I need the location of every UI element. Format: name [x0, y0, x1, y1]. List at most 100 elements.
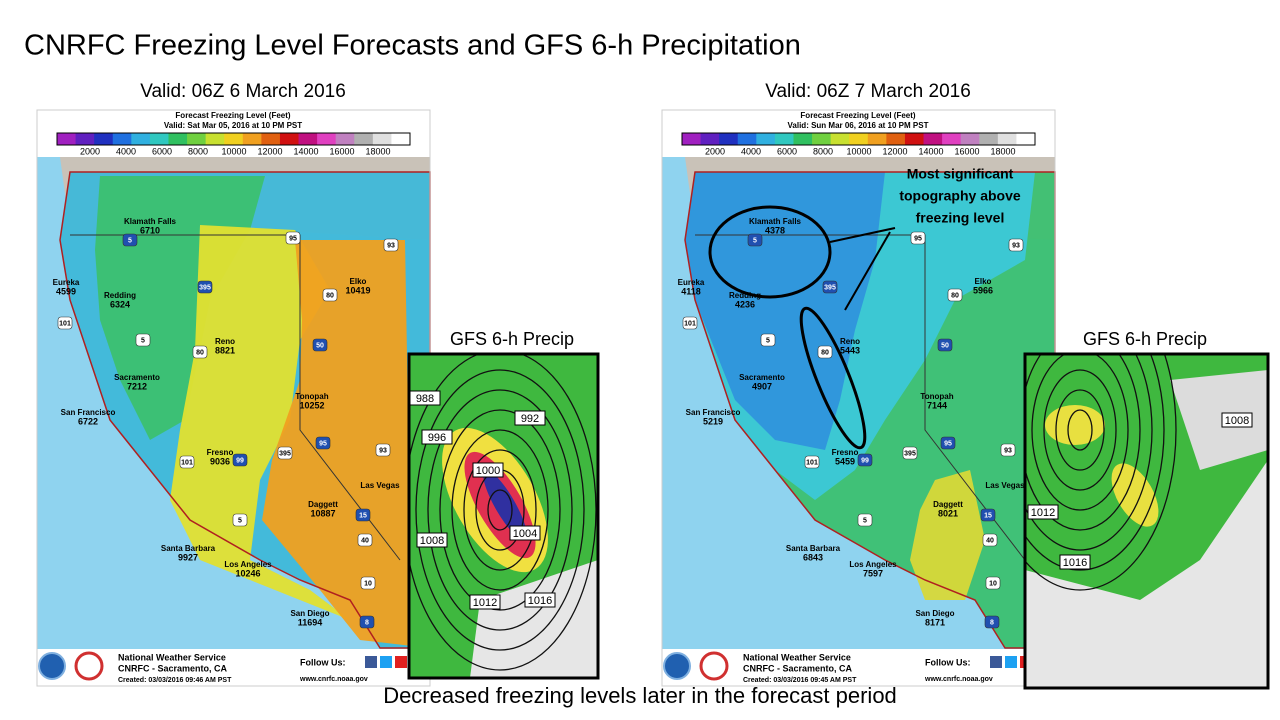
highway-number: 10 — [364, 580, 372, 587]
isobar — [1055, 389, 1105, 471]
footer-follow: Follow Us: — [925, 657, 971, 667]
city-freezing-level: 4236 — [735, 299, 755, 309]
city-freezing-level: 7597 — [863, 568, 883, 578]
social-icon — [990, 656, 1002, 668]
colorbar-label: 12000 — [882, 146, 907, 156]
city-freezing-level: 5966 — [973, 285, 993, 295]
city-name: Sacramento — [739, 373, 785, 382]
isobar-label-box — [1059, 554, 1091, 570]
colorbar-label: 4000 — [741, 146, 761, 156]
city-name: Eureka — [53, 278, 80, 287]
isobar-label-box — [509, 525, 541, 541]
isobar-label: 996 — [428, 432, 446, 444]
highway-shield — [57, 316, 73, 330]
annotation: Most significant topography above freezing… — [708, 166, 1021, 450]
city-name: Tonopah — [920, 392, 953, 401]
city-name: Tonopah — [295, 392, 328, 401]
colorbar-label: 12000 — [257, 146, 282, 156]
city-name: Redding — [104, 291, 136, 300]
colorbar-segment — [131, 133, 151, 145]
dry-area — [470, 560, 598, 678]
colorbar-segment — [942, 133, 962, 145]
colorbar-label: 10000 — [846, 146, 871, 156]
isobar-label: 1008 — [1225, 415, 1249, 427]
highway-shield — [947, 288, 963, 302]
colorbar-label: 16000 — [954, 146, 979, 156]
isobar — [1043, 369, 1117, 491]
highway-number: 8 — [365, 619, 369, 626]
city-name: Fresno — [832, 448, 859, 457]
highway-shield — [902, 446, 918, 460]
footer-created: Created: 03/03/2016 09:45 AM PST — [743, 677, 857, 684]
highway-shield — [1008, 238, 1024, 252]
isobar-label: 1012 — [473, 597, 497, 609]
dry-area — [1025, 460, 1268, 688]
isobar — [409, 354, 597, 671]
highway-number: 8 — [990, 619, 994, 626]
highway-number: 50 — [316, 342, 324, 349]
inset-frame — [1023, 352, 1270, 690]
colorbar-label: 4000 — [116, 146, 136, 156]
highway-shield — [747, 233, 763, 247]
map-subtitle: Valid: Sun Mar 06, 2016 at 10 PM PST — [788, 121, 929, 130]
highway-shield — [984, 615, 1000, 629]
city-name: Reno — [840, 337, 860, 346]
isobar — [415, 369, 585, 651]
annotation-text: Most significant — [907, 166, 1014, 182]
highway-shield — [359, 615, 375, 629]
city-name: Santa Barbara — [161, 544, 216, 553]
highway-shield — [1000, 443, 1016, 457]
isobar-label: 1016 — [1063, 557, 1087, 569]
highway-number: 101 — [181, 459, 193, 466]
city-freezing-level: 6710 — [140, 225, 160, 235]
highway-shield — [315, 436, 331, 450]
isobar-label-box — [1221, 412, 1253, 428]
colorbar-segment — [354, 133, 374, 145]
highway-shield — [277, 446, 293, 460]
colorbar-segment — [242, 133, 262, 145]
isobar — [463, 449, 537, 571]
highway-number: 5 — [141, 337, 145, 344]
highway-number: 15 — [984, 512, 992, 519]
city-freezing-level: 4378 — [765, 225, 785, 235]
colorbar-label: 18000 — [990, 146, 1015, 156]
highway-number: 395 — [199, 284, 211, 291]
colorbar-label: 6000 — [777, 146, 797, 156]
footer-url: www.cnrfc.noaa.gov — [299, 676, 368, 683]
colorbar-segment — [719, 133, 739, 145]
colorbar-segment — [391, 133, 411, 145]
city-name: Las Vegas — [360, 481, 400, 490]
city-name: San Diego — [915, 609, 954, 618]
city-freezing-level: 11694 — [298, 617, 323, 627]
nws-logo — [699, 651, 729, 681]
city-freezing-level: 4907 — [752, 381, 772, 391]
highway-number: 101 — [806, 459, 818, 466]
highway-number: 95 — [289, 235, 297, 242]
social-icon — [1005, 656, 1017, 668]
city-name: Los Angeles — [849, 560, 897, 569]
isobar-label-box — [472, 462, 504, 478]
isobar — [1025, 354, 1153, 551]
highway-number: 80 — [951, 292, 959, 299]
city-name: Daggett — [933, 500, 963, 509]
map-title: Forecast Freezing Level (Feet) — [175, 111, 290, 120]
city-name: Daggett — [308, 500, 338, 509]
colorbar-label: 8000 — [813, 146, 833, 156]
city-name: Reno — [215, 337, 235, 346]
precip-moderate — [1111, 463, 1159, 527]
isobar-label-box — [421, 429, 453, 445]
colorbar-segment — [187, 133, 207, 145]
highway-shield — [857, 453, 873, 467]
map-panel: Valid: 06Z 6 March 2016 Forecast Freezing… — [36, 81, 431, 687]
footer-created: Created: 03/03/2016 09:46 AM PST — [118, 677, 232, 684]
city-freezing-level: 6722 — [78, 416, 98, 426]
highway-shield — [937, 338, 953, 352]
city-name: San Diego — [290, 609, 329, 618]
highway-number: 101 — [684, 320, 696, 327]
colorbar-segment — [1016, 133, 1036, 145]
isobar-label: 988 — [416, 393, 434, 405]
isobar-label-box — [514, 410, 546, 426]
highway-number: 5 — [863, 517, 867, 524]
highway-shield — [375, 443, 391, 457]
